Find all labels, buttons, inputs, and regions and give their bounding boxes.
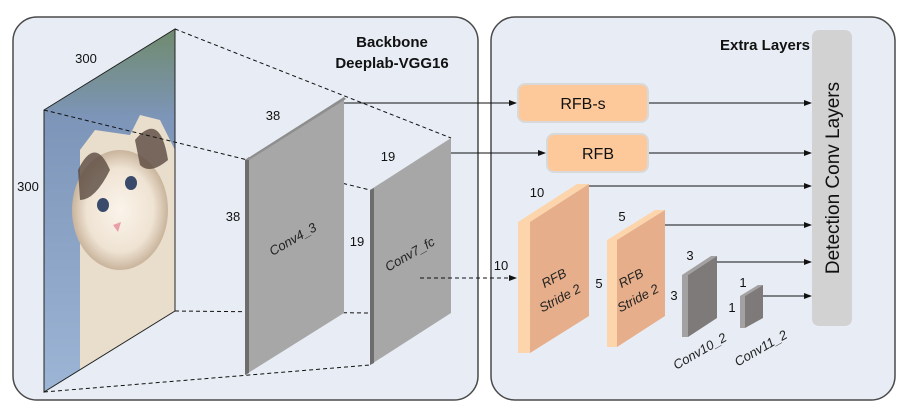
rfb-stride2-2-height-label: 5 — [595, 276, 602, 291]
conv11-2-height-label: 1 — [728, 300, 735, 315]
connections — [344, 100, 812, 299]
extra-layers-title: Extra Layers — [720, 37, 810, 54]
rfb-stride2-1-width-label: 10 — [530, 185, 544, 200]
conv4-3-height-label: 38 — [226, 209, 240, 224]
rfb-stride2-block-2 — [607, 210, 665, 347]
rfb-stride2-block-1 — [518, 184, 589, 353]
conv7-fc-height-label: 19 — [350, 234, 364, 249]
rfb-stride2-2-width-label: 5 — [618, 209, 625, 224]
conv7-fc-feature-map — [370, 138, 451, 365]
backbone-subtitle: Deeplab-VGG16 — [335, 55, 448, 72]
backbone-title: Backbone — [356, 34, 428, 51]
conv10-2-height-label: 3 — [670, 288, 677, 303]
detection-conv-layers-block — [812, 30, 852, 326]
conv11-2-block — [740, 285, 763, 328]
conv10-2-width-label: 3 — [686, 248, 693, 263]
conv4-3-feature-map — [245, 97, 346, 375]
rfb-label: RFB — [582, 146, 614, 163]
input-width-label: 300 — [75, 51, 97, 66]
conv10-2-block — [682, 256, 717, 337]
conv4-3-width-label: 38 — [266, 108, 280, 123]
rfb-stride2-1-height-label: 10 — [494, 258, 508, 273]
rfb-block — [546, 133, 649, 173]
rfb-s-block — [517, 83, 649, 123]
detection-conv-layers-label: Detection Conv Layers — [823, 82, 844, 274]
conv11-2-width-label: 1 — [739, 275, 746, 290]
rfb-s-label: RFB-s — [560, 96, 605, 113]
conv7-fc-width-label: 19 — [381, 149, 395, 164]
input-height-label: 300 — [17, 179, 39, 194]
